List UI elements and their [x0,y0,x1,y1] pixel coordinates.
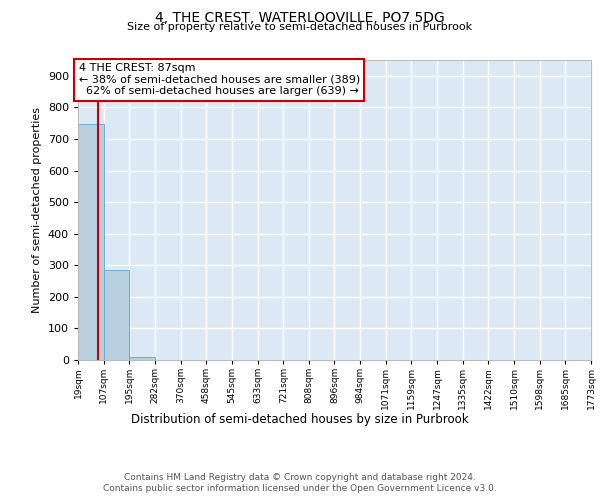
Bar [130,357,155,360]
Bar [78,124,104,360]
Bar [104,270,130,360]
Text: Distribution of semi-detached houses by size in Purbrook: Distribution of semi-detached houses by … [131,412,469,426]
Text: 4, THE CREST, WATERLOOVILLE, PO7 5DG: 4, THE CREST, WATERLOOVILLE, PO7 5DG [155,11,445,25]
Text: Contains HM Land Registry data © Crown copyright and database right 2024.: Contains HM Land Registry data © Crown c… [124,472,476,482]
Y-axis label: Number of semi-detached properties: Number of semi-detached properties [32,107,42,313]
Text: Contains public sector information licensed under the Open Government Licence v3: Contains public sector information licen… [103,484,497,493]
Text: 4 THE CREST: 87sqm
← 38% of semi-detached houses are smaller (389)
  62% of semi: 4 THE CREST: 87sqm ← 38% of semi-detache… [79,63,360,96]
Text: Size of property relative to semi-detached houses in Purbrook: Size of property relative to semi-detach… [127,22,473,32]
